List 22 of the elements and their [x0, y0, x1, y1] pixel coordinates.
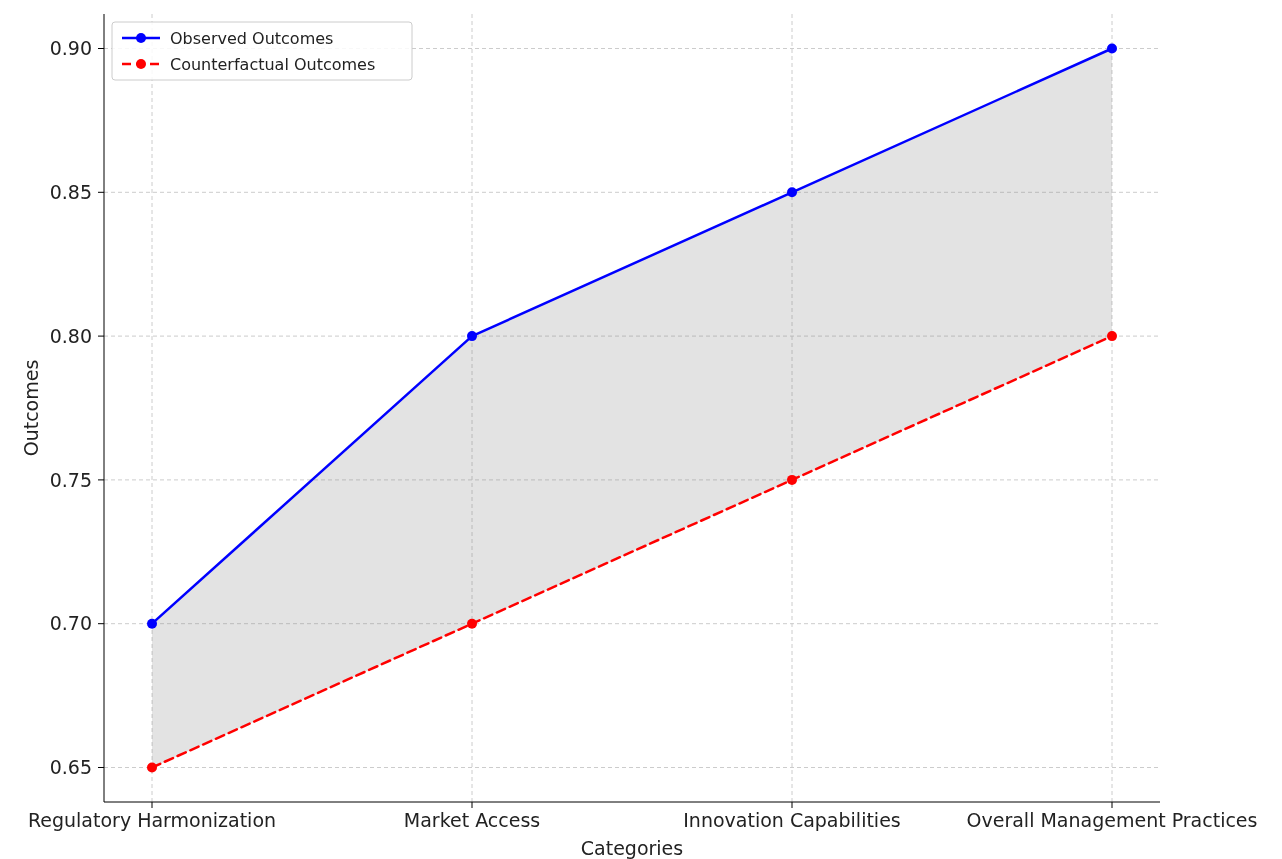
y-axis-title: Outcomes — [20, 359, 42, 457]
x-tick-label: Regulatory Harmonization — [27, 809, 277, 831]
point — [467, 618, 477, 629]
x-axis-title: Categories — [580, 837, 684, 859]
y-tick-label: 0.65 — [49, 756, 92, 779]
point — [147, 762, 157, 773]
legend-label: Observed Outcomes — [170, 28, 334, 48]
point — [787, 187, 797, 198]
y-tick-label: 0.75 — [49, 468, 92, 491]
point — [467, 331, 477, 342]
x-tick-label: Market Access — [403, 809, 541, 831]
point — [147, 618, 157, 629]
point — [1107, 331, 1117, 342]
x-tick-label: Overall Management Practices — [966, 809, 1258, 831]
y-tick-label: 0.70 — [49, 612, 92, 635]
point — [787, 474, 797, 485]
legend-label: Counterfactual Outcomes — [170, 54, 376, 74]
y-tick-label: 0.85 — [49, 180, 92, 203]
point — [1107, 43, 1117, 54]
y-tick-label: 0.90 — [49, 37, 92, 60]
y-tick-label: 0.80 — [49, 324, 92, 347]
x-tick-label: Innovation Capabilities — [683, 809, 901, 831]
